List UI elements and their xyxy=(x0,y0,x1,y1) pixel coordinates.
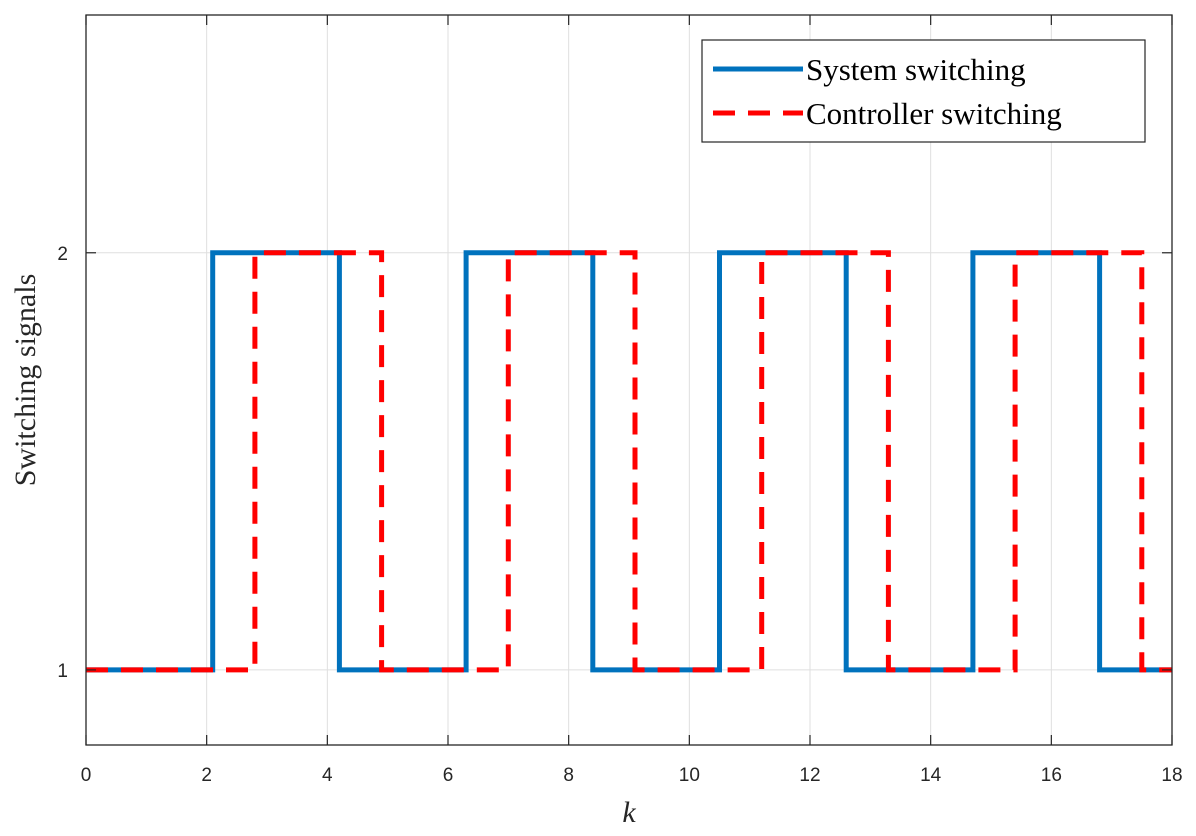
axes-box xyxy=(85,14,1173,746)
ticks xyxy=(85,15,1173,745)
y-tick-label: 2 xyxy=(57,244,68,265)
legend-label-system-switching: System switching xyxy=(806,52,1026,87)
x-tick-label: 12 xyxy=(799,765,820,786)
x-tick-label: 14 xyxy=(920,765,942,786)
x-tick-label: 18 xyxy=(1161,765,1182,786)
x-tick-label: 4 xyxy=(322,765,333,786)
x-tick-label: 16 xyxy=(1041,765,1062,786)
legend-label-controller-switching: Controller switching xyxy=(806,96,1062,131)
y-axis-title: Switching signals xyxy=(9,274,42,487)
series-layer xyxy=(86,250,1172,673)
x-tick-label: 0 xyxy=(81,765,92,786)
legend-box xyxy=(701,39,1146,143)
legend: System switching Controller switching xyxy=(701,39,1146,143)
y-tick-label: 1 xyxy=(57,661,68,682)
x-tick-label: 6 xyxy=(443,765,454,786)
x-tick-label: 8 xyxy=(563,765,574,786)
x-tick-label: 10 xyxy=(679,765,700,786)
x-tick-label: 2 xyxy=(201,765,212,786)
series-line-controller-switching xyxy=(86,250,1172,673)
x-axis-title: k xyxy=(622,796,636,829)
